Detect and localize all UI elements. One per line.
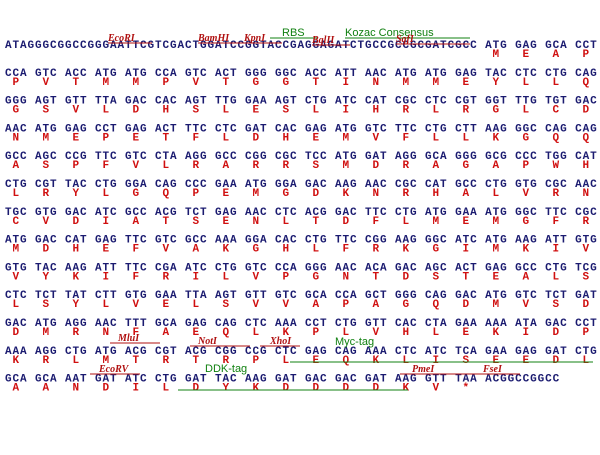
annotation-label: KpnI bbox=[243, 33, 266, 44]
dna-sequence: GAC ATG AGG AAC TTT GCA GAG CAG CTC AAA … bbox=[5, 318, 598, 330]
dna-sequence: GCC AGC CCG TTC GTC CTA AGG GCC CGG CGC … bbox=[5, 151, 598, 163]
dna-sequence: ATG GAC CAT GAG TTC GTC GCC AAA GGA CAC … bbox=[5, 235, 598, 247]
amino-acids: MDHEFVAKGHLFRKGIMKIV bbox=[13, 244, 600, 256]
annotation-label: SgfI bbox=[396, 34, 415, 45]
annotation-label: XhoI bbox=[269, 336, 292, 347]
annotation-label: RBS bbox=[282, 27, 305, 39]
annotation-label: FseI bbox=[482, 364, 503, 375]
dna-sequence: GGG AGT GTT TTA GAC CAC AGT TTG GAA AGT … bbox=[5, 96, 598, 108]
amino-acids: NMEPETFLDHEMVFLLKGQQ bbox=[13, 132, 600, 144]
annotation-label: Myc-tag bbox=[335, 336, 374, 348]
dna-sequence: CTG CGT TAC CTG GGA CAG CCC GAA ATG GGA … bbox=[5, 179, 598, 191]
annotation-label: BglII bbox=[311, 35, 335, 46]
amino-acids: MEAP bbox=[493, 49, 600, 61]
dna-sequence: GCA GCA AAT GAT ATC CTG GAT TAC AAG GAT … bbox=[5, 374, 560, 386]
annotation-label: EcoRV bbox=[98, 364, 130, 375]
amino-acids: PVTMMPVTGGTINMMEYLLQ bbox=[13, 77, 600, 89]
dna-sequence: ATAGGGCGGCCGGGAATTCGTCGACTGGATCCGGTACCGA… bbox=[5, 40, 598, 52]
annotation-label: PmeI bbox=[412, 364, 435, 375]
amino-acids: KRLMTRTRPLEQKLISEEDL bbox=[13, 355, 600, 367]
annotation-label: NotI bbox=[197, 336, 218, 347]
dna-sequence: GTG TAC AAG ATT TTC CGA ATC CTG GTC CCA … bbox=[5, 262, 598, 274]
amino-acids: LSYLVELSVVAPAGQDMVSD bbox=[13, 299, 600, 311]
annotation-label: DDK-tag bbox=[205, 363, 247, 375]
annotation-label: EcoRI bbox=[107, 33, 136, 44]
dna-sequence: CCA GTC ACC ATG ATG CCA GTC ACT GGG GGC … bbox=[5, 68, 598, 80]
dna-sequence: TGC GTG GAC ATC GCC ACG TCT GAG AAC CTC … bbox=[5, 207, 598, 219]
annotation-label: Kozac Consensus bbox=[345, 27, 434, 39]
amino-acids: VYKIFRILVPGNTDSTEALS bbox=[13, 271, 600, 283]
amino-acids: LRYLGQPEMGDKNRHALVRN bbox=[13, 188, 600, 200]
dna-sequence: CTC TCT TAT CTT GTG GAA TTA AGT GTT GTC … bbox=[5, 290, 598, 302]
amino-acids: DMRNFAEQLKPLVHLEKIDP bbox=[13, 327, 600, 339]
amino-acids: AANDILDYKDDDDKV* bbox=[13, 383, 493, 395]
amino-acids: ASPFVLRARRSMDRAGAPWH bbox=[13, 160, 600, 172]
dna-sequence: AAC ATG GAG CCT GAG ACT TTC CTC GAT CAC … bbox=[5, 123, 598, 135]
amino-acids: CVDIATSENLTDFLMEMGFR bbox=[13, 216, 600, 228]
annotation-label: BamHI bbox=[197, 33, 230, 44]
dna-sequence: AAA AGG CTG ATG ACG CGT ACG CGG CCG CTC … bbox=[5, 346, 598, 358]
amino-acids: GSVLDHSLESLIHRLRGLCD bbox=[13, 105, 600, 117]
annotation-label: MluI bbox=[117, 333, 140, 344]
